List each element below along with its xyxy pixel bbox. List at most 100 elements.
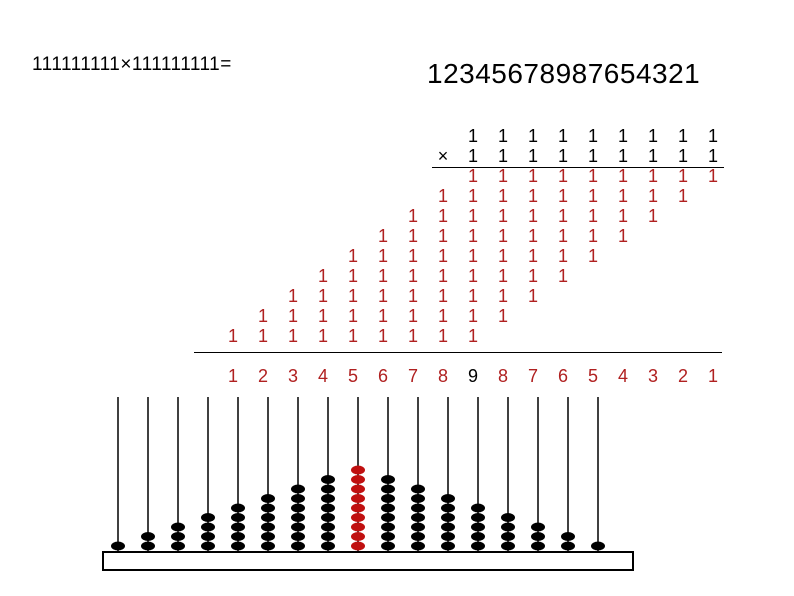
mult-cell: 1 [548,206,578,226]
abacus-bead [381,513,395,522]
mult-cell: 1 [368,326,398,346]
abacus-bead [381,532,395,541]
abacus-bead [411,494,425,503]
mult-cell: 1 [338,266,368,286]
abacus-bead [201,542,215,551]
mult-cell: 6 [368,366,398,386]
abacus-bead [381,485,395,494]
abacus-bead [261,494,275,503]
mult-cell: 1 [638,206,668,226]
mult-cell: 4 [308,366,338,386]
abacus-bead [381,504,395,513]
mult-cell: 5 [578,366,608,386]
mult-cell: 1 [458,186,488,206]
abacus-bead [351,504,365,513]
mult-cell: 1 [608,186,638,206]
mult-cell: 1 [218,326,248,346]
abacus-bead [321,513,335,522]
mult-cell: 1 [548,226,578,246]
abacus-bead [141,542,155,551]
mult-cell: 1 [338,326,368,346]
mult-cell: 1 [398,326,428,346]
mult-row-1: ×111111111 [98,146,728,166]
mult-cell: 1 [638,146,668,166]
mult-cell: 1 [608,206,638,226]
mult-cell: 1 [488,226,518,246]
mult-row-7: 111111111 [98,266,728,286]
mult-cell: 1 [428,226,458,246]
abacus-bead [231,523,245,532]
abacus-bead [231,542,245,551]
abacus-bead [531,523,545,532]
mult-cell: 1 [398,286,428,306]
mult-cell: 1 [218,366,248,386]
mult-cell: 1 [488,246,518,266]
mult-cell: 1 [548,126,578,146]
abacus-bead [291,523,305,532]
mult-cell: 2 [248,366,278,386]
mult-cell: 2 [668,366,698,386]
mult-cell: 8 [488,366,518,386]
mult-cell: 1 [398,226,428,246]
mult-cell: 1 [458,206,488,226]
abacus-bead [501,513,515,522]
abacus-bead [351,475,365,484]
abacus-bead [441,504,455,513]
mult-cell: 1 [428,306,458,326]
mult-cell: 1 [518,206,548,226]
mult-cell: 1 [488,286,518,306]
abacus-bead [501,532,515,541]
mult-row-2: 111111111 [98,166,728,186]
mult-cell: 1 [668,146,698,166]
mult-cell: 1 [578,186,608,206]
mult-cell: 1 [668,126,698,146]
abacus-bead [291,494,305,503]
mult-cell: 1 [518,266,548,286]
mult-cell: 1 [518,166,548,186]
mult-cell: 1 [458,246,488,266]
abacus-bead [471,504,485,513]
mult-cell: 1 [518,146,548,166]
abacus-bead [501,523,515,532]
mult-cell: 1 [488,126,518,146]
mult-cell: 1 [608,166,638,186]
abacus-bead [321,504,335,513]
abacus-bead [351,532,365,541]
mult-row-4: 111111111 [98,206,728,226]
mult-cell: 1 [638,186,668,206]
equation-text: 111111111×111111111= [32,54,232,76]
mult-cell: 1 [698,366,728,386]
abacus-bead [321,532,335,541]
abacus-bead [381,475,395,484]
abacus-bead [291,513,305,522]
mult-cell: 1 [368,246,398,266]
abacus-bead [411,532,425,541]
abacus-bead [261,532,275,541]
mult-cell: 9 [458,366,488,386]
mult-cell: 1 [308,306,338,326]
mult-cell: 1 [458,306,488,326]
abacus-bead [321,475,335,484]
mult-cell: × [428,146,458,166]
abacus-bead [411,504,425,513]
mult-cell: 1 [248,306,278,326]
mult-cell: 4 [608,366,638,386]
mult-cell: 1 [698,146,728,166]
mult-cell: 1 [698,126,728,146]
abacus-bead [231,513,245,522]
mult-cell: 1 [518,126,548,146]
mult-cell: 1 [398,266,428,286]
mult-cell: 1 [518,286,548,306]
abacus-bead [381,494,395,503]
mult-cell: 1 [518,246,548,266]
abacus-bead [231,504,245,513]
mult-cell: 1 [578,206,608,226]
abacus-bead [441,523,455,532]
abacus-bead [171,542,185,551]
mult-cell: 1 [578,246,608,266]
mult-cell: 1 [548,186,578,206]
mult-cell: 1 [578,226,608,246]
mult-cell: 1 [458,226,488,246]
mult-cell: 1 [638,126,668,146]
mult-cell: 1 [488,166,518,186]
